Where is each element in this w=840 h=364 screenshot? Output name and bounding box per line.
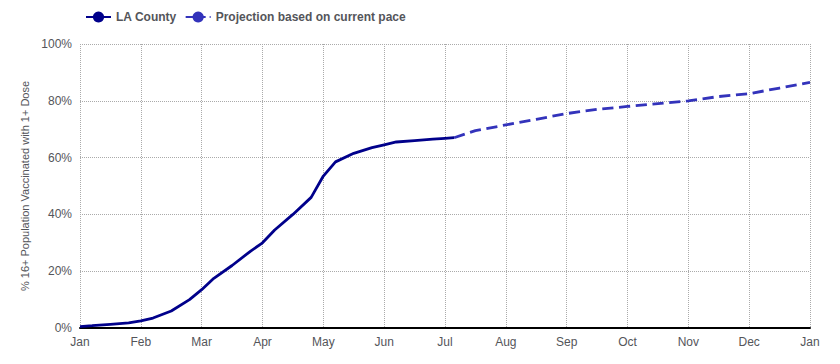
svg-text:Aug: Aug	[495, 335, 516, 349]
svg-text:Mar: Mar	[191, 335, 212, 349]
svg-text:% 16+ Population Vaccinated wi: % 16+ Population Vaccinated with 1+ Dose	[19, 81, 31, 291]
svg-text:Jun: Jun	[374, 335, 393, 349]
svg-text:Oct: Oct	[618, 335, 637, 349]
svg-text:Jan: Jan	[70, 335, 89, 349]
svg-text:Jul: Jul	[437, 335, 452, 349]
svg-text:Projection based on current pa: Projection based on current pace	[216, 10, 406, 24]
svg-text:May: May	[312, 335, 335, 349]
svg-text:Apr: Apr	[253, 335, 272, 349]
svg-text:100%: 100%	[41, 37, 72, 51]
svg-text:Nov: Nov	[678, 335, 699, 349]
svg-text:Dec: Dec	[738, 335, 759, 349]
svg-text:LA County: LA County	[116, 10, 177, 24]
svg-text:40%: 40%	[48, 207, 72, 221]
svg-text:Feb: Feb	[130, 335, 151, 349]
svg-text:60%: 60%	[48, 151, 72, 165]
svg-text:Sep: Sep	[556, 335, 578, 349]
svg-text:80%: 80%	[48, 94, 72, 108]
svg-text:20%: 20%	[48, 264, 72, 278]
svg-text:0%: 0%	[55, 321, 73, 335]
svg-text:Jan: Jan	[800, 335, 819, 349]
